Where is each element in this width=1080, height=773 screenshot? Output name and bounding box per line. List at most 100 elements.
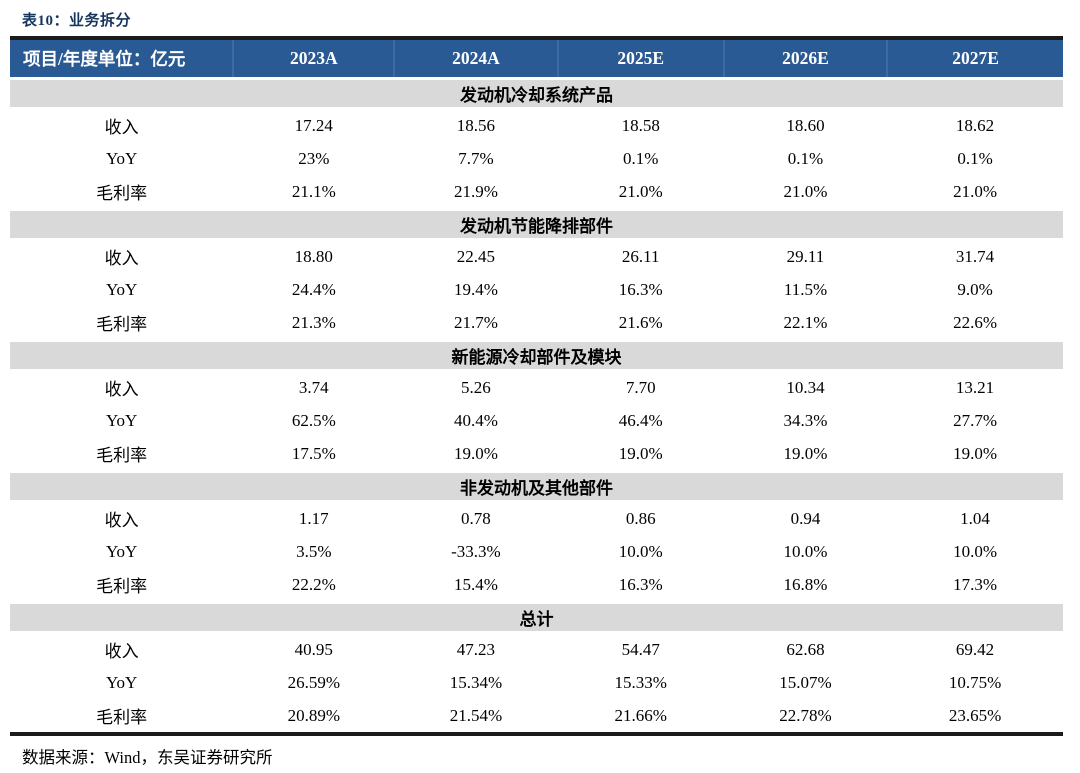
column-header-2024a: 2024A <box>393 38 558 79</box>
section-title-nev-cooling: 新能源冷却部件及模块 <box>10 339 1063 371</box>
value-cell: 15.34% <box>394 666 558 699</box>
section-title-engine-cooling: 发动机冷却系统产品 <box>10 77 1063 109</box>
value-cell: 3.5% <box>233 535 395 568</box>
value-cell: 40.95 <box>233 632 395 666</box>
section-title-total: 总计 <box>10 601 1063 633</box>
column-header-item: 项目/年度单位：亿元 <box>10 38 234 79</box>
table-wrapper: 项目/年度单位：亿元 2023A 2024A 2025E 2026E 2027E… <box>10 36 1063 736</box>
value-cell: 13.21 <box>887 370 1063 404</box>
row-label: 毛利率 <box>10 175 234 210</box>
table-row: YoY 26.59% 15.34% 15.33% 15.07% 10.75% <box>10 666 1063 699</box>
value-cell: 21.66% <box>557 699 724 734</box>
value-cell: 0.1% <box>723 142 888 175</box>
row-label: YoY <box>10 666 234 699</box>
value-cell: 1.04 <box>887 501 1063 535</box>
value-cell: 0.1% <box>557 142 724 175</box>
value-cell: 18.80 <box>233 239 395 273</box>
table-row: 收入 18.80 22.45 26.11 29.11 31.74 <box>10 239 1063 273</box>
value-cell: 54.47 <box>557 632 724 666</box>
value-cell: 17.5% <box>233 437 395 472</box>
value-cell: 20.89% <box>233 699 395 734</box>
column-header-2026e: 2026E <box>722 38 888 79</box>
row-label: 毛利率 <box>10 699 234 734</box>
header-row: 项目/年度单位：亿元 2023A 2024A 2025E 2026E 2027E <box>10 38 1063 79</box>
value-cell: 21.0% <box>887 175 1063 210</box>
column-header-2025e: 2025E <box>556 38 724 79</box>
value-cell: 34.3% <box>723 404 888 437</box>
row-label: YoY <box>10 142 234 175</box>
table-row: 收入 3.74 5.26 7.70 10.34 13.21 <box>10 370 1063 404</box>
value-cell: 22.6% <box>887 306 1063 341</box>
value-cell: 22.45 <box>394 239 558 273</box>
value-cell: 19.4% <box>394 273 558 306</box>
value-cell: 46.4% <box>557 404 724 437</box>
row-label: 收入 <box>10 501 234 535</box>
row-label: 收入 <box>10 632 234 666</box>
row-label: 毛利率 <box>10 306 234 341</box>
row-label: YoY <box>10 273 234 306</box>
value-cell: 21.0% <box>723 175 888 210</box>
value-cell: 21.9% <box>394 175 558 210</box>
row-label: 收入 <box>10 370 234 404</box>
value-cell: 47.23 <box>394 632 558 666</box>
table-row: 毛利率 20.89% 21.54% 21.66% 22.78% 23.65% <box>10 699 1063 734</box>
value-cell: 23.65% <box>887 699 1063 734</box>
value-cell: 0.86 <box>557 501 724 535</box>
value-cell: 23% <box>233 142 395 175</box>
table-row: 收入 40.95 47.23 54.47 62.68 69.42 <box>10 632 1063 666</box>
value-cell: 19.0% <box>723 437 888 472</box>
row-label: 收入 <box>10 239 234 273</box>
value-cell: 5.26 <box>394 370 558 404</box>
table-row: 毛利率 17.5% 19.0% 19.0% 19.0% 19.0% <box>10 437 1063 472</box>
value-cell: 16.3% <box>557 568 724 603</box>
table-row: 收入 1.17 0.78 0.86 0.94 1.04 <box>10 501 1063 535</box>
value-cell: 16.3% <box>557 273 724 306</box>
table-row: YoY 23% 7.7% 0.1% 0.1% 0.1% <box>10 142 1063 175</box>
column-header-2027e: 2027E <box>886 38 1063 79</box>
row-label: 毛利率 <box>10 568 234 603</box>
value-cell: 0.94 <box>723 501 888 535</box>
value-cell: 31.74 <box>887 239 1063 273</box>
value-cell: 19.0% <box>887 437 1063 472</box>
value-cell: 21.7% <box>394 306 558 341</box>
value-cell: 62.5% <box>233 404 395 437</box>
value-cell: 10.0% <box>557 535 724 568</box>
value-cell: 19.0% <box>394 437 558 472</box>
value-cell: 15.07% <box>723 666 888 699</box>
value-cell: 27.7% <box>887 404 1063 437</box>
value-cell: 18.56 <box>394 108 558 142</box>
value-cell: 17.3% <box>887 568 1063 603</box>
value-cell: 17.24 <box>233 108 395 142</box>
value-cell: 29.11 <box>723 239 888 273</box>
data-source-note: 数据来源：Wind，东吴证券研究所 <box>22 748 273 767</box>
value-cell: 21.54% <box>394 699 558 734</box>
value-cell: 0.1% <box>887 142 1063 175</box>
value-cell: 15.33% <box>557 666 724 699</box>
value-cell: 21.3% <box>233 306 395 341</box>
section-header-row: 发动机冷却系统产品 <box>10 77 1063 109</box>
value-cell: 18.62 <box>887 108 1063 142</box>
page-title: 表10：业务拆分 <box>22 13 132 29</box>
column-header-2023a: 2023A <box>232 38 395 79</box>
value-cell: 9.0% <box>887 273 1063 306</box>
table-row: 收入 17.24 18.56 18.58 18.60 18.62 <box>10 108 1063 142</box>
value-cell: 22.78% <box>723 699 888 734</box>
table-row: YoY 62.5% 40.4% 46.4% 34.3% 27.7% <box>10 404 1063 437</box>
value-cell: 62.68 <box>723 632 888 666</box>
row-label: YoY <box>10 535 234 568</box>
value-cell: 22.1% <box>723 306 888 341</box>
table-row: 毛利率 21.3% 21.7% 21.6% 22.1% 22.6% <box>10 306 1063 341</box>
value-cell: 24.4% <box>233 273 395 306</box>
table-row: 毛利率 22.2% 15.4% 16.3% 16.8% 17.3% <box>10 568 1063 603</box>
section-header-row: 发动机节能降排部件 <box>10 208 1063 240</box>
value-cell: 3.74 <box>233 370 395 404</box>
value-cell: 21.0% <box>557 175 724 210</box>
value-cell: 0.78 <box>394 501 558 535</box>
section-header-row: 新能源冷却部件及模块 <box>10 339 1063 371</box>
value-cell: 26.59% <box>233 666 395 699</box>
value-cell: 11.5% <box>723 273 888 306</box>
table-row: YoY 24.4% 19.4% 16.3% 11.5% 9.0% <box>10 273 1063 306</box>
value-cell: 10.75% <box>887 666 1063 699</box>
value-cell: 10.34 <box>723 370 888 404</box>
